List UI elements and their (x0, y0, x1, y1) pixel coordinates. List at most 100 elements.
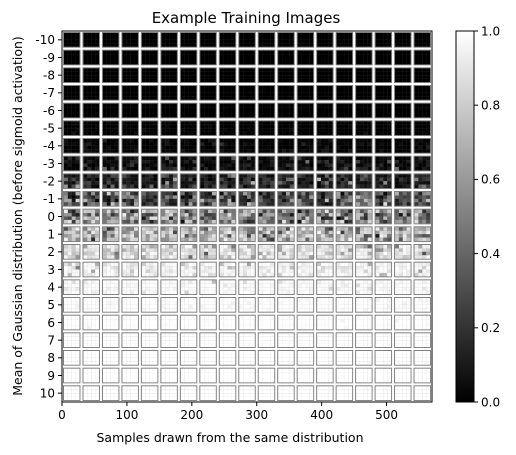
pixel (83, 251, 88, 256)
sample-image (81, 190, 101, 208)
pixel (266, 255, 271, 259)
pixel (359, 248, 364, 252)
sample-image (315, 66, 335, 84)
pixel (418, 255, 423, 259)
pixel (247, 124, 251, 129)
pixel (91, 202, 96, 206)
pixel (169, 262, 174, 267)
pixel (219, 107, 224, 111)
pixel (282, 103, 286, 108)
pixel (422, 78, 427, 83)
pixel (321, 198, 325, 203)
pixel (301, 216, 306, 220)
pixel (208, 213, 212, 217)
pixel (83, 248, 88, 252)
pixel (239, 156, 244, 161)
pixel (348, 124, 353, 129)
pixel (122, 110, 127, 114)
pixel (247, 160, 251, 164)
pixel (110, 57, 115, 61)
pixel (363, 36, 368, 40)
pixel (223, 71, 228, 76)
pixel (340, 174, 345, 178)
pixel (247, 149, 251, 153)
pixel (227, 142, 232, 146)
pixel (356, 202, 361, 206)
pixel (130, 110, 135, 114)
pixel (247, 110, 251, 114)
sample-image (276, 48, 296, 67)
pixel (95, 177, 99, 182)
pixel (309, 103, 314, 108)
pixel (184, 156, 189, 161)
pixel (262, 121, 267, 125)
pixel (297, 272, 302, 277)
pixel (91, 174, 96, 178)
pixel (134, 96, 138, 100)
pixel (130, 96, 135, 100)
pixel (122, 54, 127, 58)
pixel (172, 192, 177, 196)
pixel (211, 181, 216, 185)
pixel (192, 149, 197, 153)
pixel (309, 160, 314, 164)
pixel (149, 202, 154, 206)
pixel (141, 262, 146, 267)
pixel (422, 237, 427, 242)
pixel (67, 43, 72, 47)
pixel (398, 107, 403, 111)
pixel (114, 269, 119, 273)
pixel (204, 39, 209, 44)
pixel (422, 216, 427, 220)
pixel (106, 255, 111, 259)
pixel (383, 237, 388, 242)
sample-image (62, 66, 82, 84)
pixel (406, 237, 411, 242)
pixel (130, 262, 135, 267)
sample-image (139, 190, 160, 208)
pixel (270, 33, 275, 37)
pixel (95, 269, 99, 273)
pixel (383, 198, 388, 203)
pixel (149, 269, 154, 273)
pixel (262, 96, 267, 100)
pixel (243, 128, 248, 132)
pixel (321, 33, 325, 37)
pixel (328, 89, 333, 93)
pixel (64, 219, 68, 224)
pixel (344, 237, 349, 242)
pixel (297, 160, 302, 164)
pixel (180, 248, 185, 252)
pixel (184, 245, 189, 249)
pixel (422, 209, 427, 214)
pixel (395, 96, 399, 100)
sample-image (354, 243, 374, 261)
pixel (414, 128, 419, 132)
pixel (134, 128, 138, 132)
pixel (239, 92, 244, 97)
pixel (426, 60, 431, 65)
pixel (262, 230, 267, 235)
pixel (219, 202, 224, 206)
pixel (344, 92, 349, 97)
pixel (324, 269, 329, 273)
pixel (266, 219, 271, 224)
sample-image (315, 207, 335, 226)
pixel (64, 68, 68, 72)
pixel (305, 71, 310, 76)
pixel (227, 177, 232, 182)
pixel (227, 113, 232, 118)
pixel (180, 149, 185, 153)
pixel (375, 139, 380, 143)
pixel (110, 272, 115, 277)
pixel (83, 219, 88, 224)
pixel (87, 272, 92, 277)
pixel (114, 230, 119, 235)
pixel (172, 96, 177, 100)
pixel (247, 54, 251, 58)
pixel (328, 251, 333, 256)
pixel (231, 60, 236, 65)
sample-image (139, 31, 160, 49)
pixel (102, 160, 107, 164)
pixel (301, 50, 306, 55)
